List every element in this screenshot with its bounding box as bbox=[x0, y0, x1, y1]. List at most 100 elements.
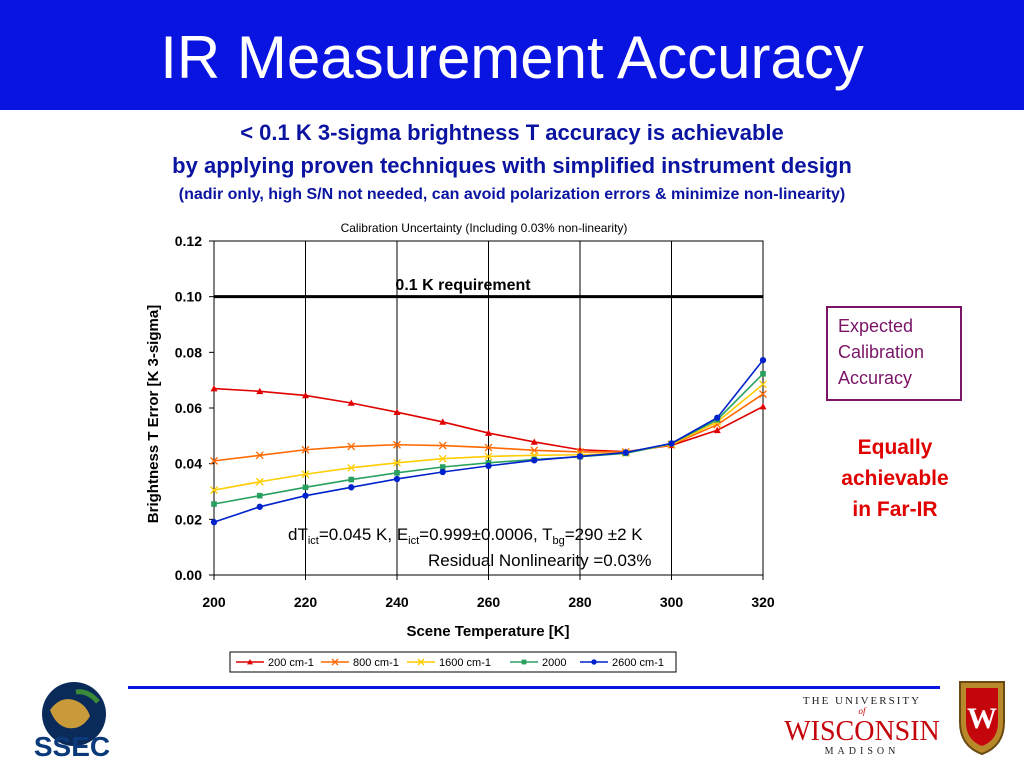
legend-item: 2600 cm-1 bbox=[580, 657, 664, 669]
data-point bbox=[530, 438, 538, 445]
data-point bbox=[439, 464, 446, 470]
data-point bbox=[211, 501, 217, 507]
x-tick-label: 300 bbox=[660, 594, 684, 610]
data-point bbox=[255, 477, 264, 486]
annotation-line-2: Residual Nonlinearity =0.03% bbox=[428, 551, 652, 570]
data-point bbox=[485, 429, 492, 436]
data-point bbox=[417, 658, 425, 666]
subtitle-line-3: (nadir only, high S/N not needed, can av… bbox=[178, 186, 846, 203]
annotation-line-1: dTict=0.045 K, Eict=0.999±0.0006, Tbg=29… bbox=[288, 525, 643, 547]
uw-logo-line3: MADISON bbox=[825, 746, 900, 757]
annotation-T-val: =290 ±2 K bbox=[565, 525, 644, 544]
data-point bbox=[256, 492, 263, 499]
uw-logo-of: of bbox=[858, 706, 867, 716]
expected-calibration-callout: Expected Calibration Accuracy bbox=[826, 306, 962, 401]
x-axis-label: Scene Temperature [K] bbox=[406, 623, 569, 640]
data-point bbox=[210, 486, 218, 495]
footer-rule bbox=[128, 686, 940, 689]
uw-logo-name: WISCONSIN bbox=[784, 716, 940, 747]
annotation-E-val: =0.999±0.0006, T bbox=[419, 525, 552, 544]
data-point bbox=[622, 449, 629, 456]
ssec-logo-text: SSEC bbox=[34, 731, 110, 762]
data-point bbox=[393, 408, 401, 415]
crest-letter: W bbox=[967, 702, 997, 735]
data-point bbox=[713, 426, 721, 434]
annotation-dT-val: =0.045 K, E bbox=[319, 525, 408, 544]
y-tick-label: 0.00 bbox=[175, 567, 202, 583]
data-point bbox=[247, 659, 253, 665]
legend-item: 1600 cm-1 bbox=[407, 657, 491, 669]
data-point bbox=[394, 470, 400, 476]
ssec-logo: SSEC bbox=[34, 682, 110, 762]
y-tick-label: 0.12 bbox=[175, 233, 202, 249]
data-point bbox=[256, 387, 264, 395]
x-tick-label: 220 bbox=[294, 594, 318, 610]
legend-item: 200 cm-1 bbox=[236, 657, 314, 669]
data-point bbox=[347, 399, 355, 406]
legend-label: 2600 cm-1 bbox=[612, 657, 664, 669]
data-point bbox=[485, 462, 492, 470]
data-point bbox=[438, 441, 447, 450]
far-ir-line-2: achievable bbox=[841, 467, 949, 490]
legend-item: 2000 bbox=[510, 657, 566, 669]
data-point bbox=[331, 658, 339, 666]
y-tick-label: 0.02 bbox=[175, 511, 202, 527]
x-tick-label: 260 bbox=[477, 594, 501, 610]
y-tick-label: 0.06 bbox=[175, 400, 202, 416]
annotation-bg-sub: bg bbox=[553, 535, 565, 547]
callout-line-3: Accuracy bbox=[838, 368, 913, 388]
legend-label: 2000 bbox=[542, 657, 566, 669]
data-point bbox=[302, 484, 309, 491]
data-point bbox=[301, 470, 310, 479]
slide-title: IR Measurement Accuracy bbox=[160, 24, 864, 91]
x-tick-label: 280 bbox=[568, 594, 592, 610]
data-point bbox=[393, 458, 401, 467]
far-ir-line-3: in Far-IR bbox=[852, 498, 938, 521]
data-point bbox=[255, 451, 264, 460]
chart-title: Calibration Uncertainty (Including 0.03%… bbox=[341, 221, 628, 235]
data-point bbox=[302, 391, 309, 399]
annotation-dT: dT bbox=[288, 525, 308, 544]
data-point bbox=[759, 356, 767, 364]
data-point bbox=[210, 385, 218, 392]
y-tick-label: 0.04 bbox=[175, 456, 202, 472]
data-point bbox=[531, 457, 538, 464]
data-point bbox=[256, 503, 263, 510]
far-ir-line-1: Equally bbox=[857, 436, 933, 459]
legend-label: 200 cm-1 bbox=[268, 657, 314, 669]
data-point bbox=[348, 476, 355, 483]
data-point bbox=[576, 453, 584, 460]
data-point bbox=[347, 442, 356, 451]
data-point bbox=[210, 456, 218, 465]
y-axis-label: Brightness T Error [K 3-sigma] bbox=[145, 305, 162, 523]
data-point bbox=[521, 659, 527, 665]
data-point bbox=[760, 370, 766, 377]
x-tick-label: 200 bbox=[202, 594, 226, 610]
legend-box bbox=[229, 651, 677, 673]
y-tick-label: 0.08 bbox=[175, 344, 202, 360]
data-point bbox=[439, 418, 447, 425]
uw-crest-icon: W bbox=[959, 681, 1005, 756]
legend-label: 800 cm-1 bbox=[353, 657, 399, 669]
data-point bbox=[714, 414, 721, 421]
x-tick-label: 240 bbox=[385, 594, 409, 610]
subtitle-line-2: by applying proven techniques with simpl… bbox=[172, 153, 852, 178]
legend-label: 1600 cm-1 bbox=[439, 657, 491, 669]
y-tick-label: 0.10 bbox=[175, 289, 202, 305]
callout-line-1: Expected bbox=[838, 316, 914, 336]
data-point bbox=[668, 440, 675, 447]
x-tick-label: 320 bbox=[751, 594, 775, 610]
requirement-label: 0.1 K requirement bbox=[395, 277, 531, 294]
uw-logo-line1: THE UNIVERSITY bbox=[803, 695, 921, 707]
subtitle-line-1: < 0.1 K 3-sigma brightness T accuracy is… bbox=[240, 120, 784, 145]
data-point bbox=[393, 440, 401, 449]
data-point bbox=[759, 380, 767, 389]
data-point bbox=[439, 468, 446, 476]
annotation-E-sub: ict bbox=[408, 535, 419, 547]
data-point bbox=[438, 454, 447, 463]
data-point bbox=[210, 518, 218, 526]
data-point bbox=[348, 484, 355, 491]
uw-wisconsin-logo: THE UNIVERSITY of WISCONSIN MADISON bbox=[784, 695, 940, 757]
data-point bbox=[591, 659, 597, 665]
